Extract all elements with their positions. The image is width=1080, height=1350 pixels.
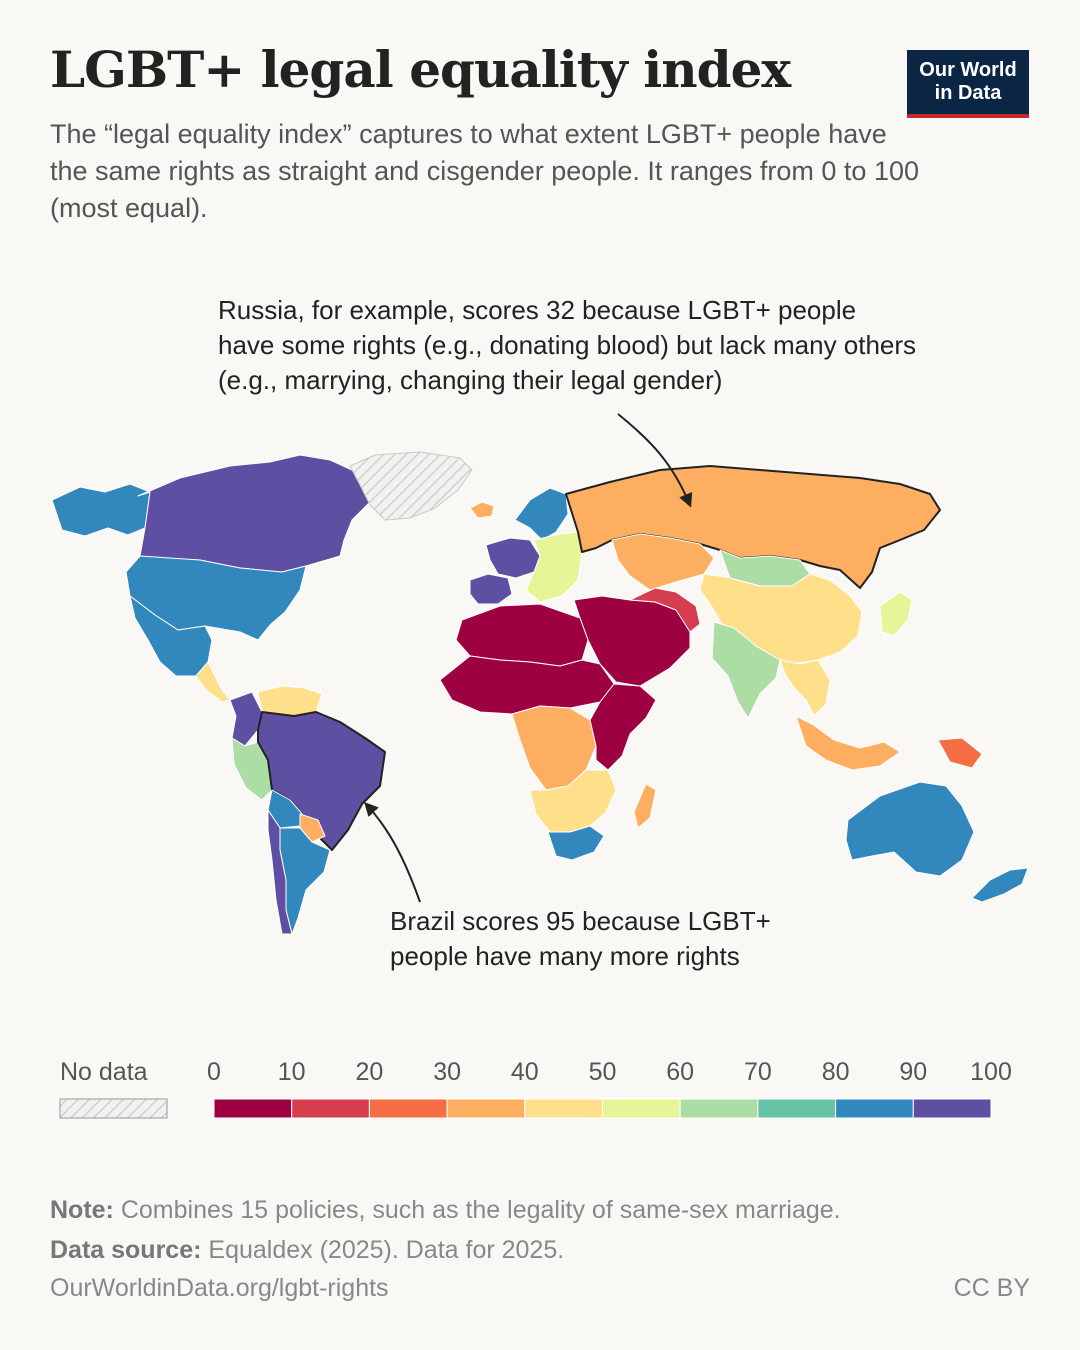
map-region-brazil[interactable]: Brazil: 95: [257, 711, 386, 851]
map-region-chile[interactable]: Chile: 95: [267, 809, 293, 935]
map-region-new-zealand[interactable]: New Zealand: 85: [971, 867, 1029, 903]
annotation-russia: Russia, for example, scores 32 because L…: [218, 295, 917, 395]
legend-tick-label: 10: [278, 1058, 306, 1086]
legend-tick-label: 80: [822, 1058, 850, 1086]
legend-tick-label: 20: [355, 1058, 383, 1086]
legend-bin-60-70[interactable]: [679, 1098, 759, 1119]
map-region-greenland[interactable]: Greenland: No data: [349, 451, 473, 521]
page-title: LGBT+ legal equality index: [50, 40, 791, 99]
annotation-brazil: Brazil scores 95 because LGBT+ people ha…: [390, 906, 771, 971]
source-text: Equaldex (2025). Data for 2025.: [201, 1236, 565, 1264]
map-region-eastern-europe[interactable]: Eastern Europe: 55: [525, 531, 583, 603]
legend-tick-label: 50: [589, 1058, 617, 1086]
map-region-papua-new-guinea[interactable]: Papua New Guinea: 25: [937, 737, 983, 769]
legend-bin-40-50[interactable]: [524, 1098, 603, 1119]
map-region-east-africa[interactable]: East Africa: 5: [589, 683, 657, 771]
map-region-madagascar[interactable]: Madagascar: 35: [633, 783, 657, 829]
logo-line-1: Our World: [919, 59, 1017, 81]
map-region-china[interactable]: China: 45: [699, 573, 863, 665]
legend-tick-label: 30: [433, 1058, 461, 1086]
legend-no-data-label: No data: [60, 1058, 148, 1086]
legend-bin-20-30[interactable]: [368, 1098, 448, 1119]
subtitle: The “legal equality index” captures to w…: [50, 119, 919, 223]
logo-line-2: in Data: [934, 82, 1002, 104]
source-label: Data source:: [50, 1236, 202, 1264]
legend-bin-70-80[interactable]: [757, 1098, 837, 1119]
brazil-annotation-arrow: [364, 801, 421, 903]
legend-bin-30-40[interactable]: [446, 1098, 526, 1119]
legend-tick-label: 0: [207, 1058, 221, 1086]
map-region-japan[interactable]: Japan: 55: [879, 591, 913, 637]
map-region-india[interactable]: India: 65: [711, 621, 781, 719]
map-region-iceland[interactable]: Iceland: 35: [469, 501, 495, 519]
map-region-iberia[interactable]: Iberia: 95: [469, 573, 513, 605]
footer-url[interactable]: OurWorldinData.org/lgbt-rights: [50, 1274, 389, 1302]
map-region-australia[interactable]: Australia: 85: [845, 781, 975, 877]
map-region-southern-africa[interactable]: Southern Africa: 45: [529, 769, 617, 833]
legend-tick-label: 90: [899, 1058, 927, 1086]
legend-bin-0-10[interactable]: [213, 1098, 293, 1119]
note-text: Combines 15 policies, such as the legali…: [113, 1196, 841, 1224]
legend-tick-label: 40: [511, 1058, 539, 1086]
map-region-south-africa[interactable]: South Africa: 85: [547, 825, 605, 861]
russia-annotation-arrow: [617, 413, 693, 508]
footer-note: Note: Combines 15 policies, such as the …: [50, 1196, 841, 1225]
footer-license[interactable]: CC BY: [953, 1274, 1030, 1302]
legend-bin-50-60[interactable]: [602, 1098, 681, 1119]
legend-bin-90-100[interactable]: [912, 1098, 992, 1119]
map-region-iran[interactable]: Iran: 15: [629, 587, 701, 633]
footer-source: Data source: Equaldex (2025). Data for 2…: [50, 1236, 564, 1265]
owid-logo[interactable]: Our World in Data: [907, 50, 1029, 118]
note-label: Note:: [50, 1196, 114, 1224]
map-region-central-america[interactable]: Central America: 45: [195, 661, 231, 703]
legend-tick-label: 100: [970, 1058, 1012, 1086]
map-region-indonesia[interactable]: Indonesia: 35: [795, 715, 901, 771]
legend-bin-80-90[interactable]: [835, 1098, 914, 1119]
map-region-scandinavia[interactable]: Scandinavia: 85: [514, 487, 569, 541]
legend-tick-label: 60: [666, 1058, 694, 1086]
legend-bin-10-20[interactable]: [291, 1098, 370, 1119]
map-region-southeast-asia[interactable]: Southeast Asia: 45: [779, 659, 831, 717]
legend-no-data-swatch: [59, 1098, 168, 1119]
map-region-colombia[interactable]: Colombia: 95: [229, 691, 263, 747]
legend-tick-label: 70: [744, 1058, 772, 1086]
